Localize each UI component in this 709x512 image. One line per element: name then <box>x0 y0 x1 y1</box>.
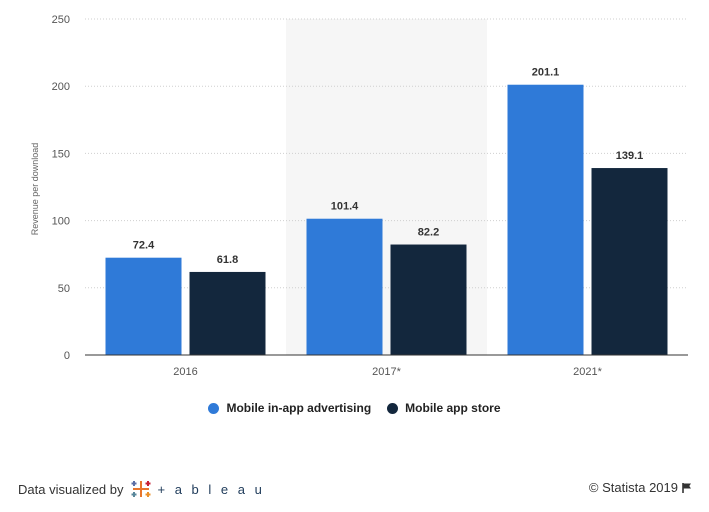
legend-label-in-app-advertising: Mobile in-app advertising <box>226 401 372 415</box>
tableau-logo-icon[interactable] <box>130 478 152 500</box>
legend-item-in-app-advertising[interactable]: Mobile in-app advertising <box>208 401 371 415</box>
y-tick-label: 50 <box>58 283 70 295</box>
data-label: 72.4 <box>133 240 155 252</box>
bar <box>306 218 383 355</box>
y-tick-label: 150 <box>52 148 70 160</box>
y-axis-title: Revenue per download <box>30 143 40 236</box>
flag-icon[interactable] <box>681 482 693 494</box>
y-tick-label: 100 <box>52 216 70 228</box>
data-label: 201.1 <box>532 67 560 79</box>
credit-label: Data visualized by <box>18 481 124 497</box>
legend-swatch-in-app-advertising <box>208 402 220 414</box>
statista-copyright[interactable]: © Statista 2019 <box>589 480 693 495</box>
x-tick-label: 2021* <box>573 366 602 378</box>
x-tick-label: 2017* <box>372 366 401 378</box>
bar <box>507 84 584 355</box>
legend-label-app-store: Mobile app store <box>405 401 501 415</box>
bar <box>390 244 467 355</box>
legend-swatch-app-store <box>387 402 399 414</box>
x-tick-label: 2016 <box>173 366 197 378</box>
chart-legend: Mobile in-app advertising Mobile app sto… <box>0 401 709 415</box>
legend-item-app-store[interactable]: Mobile app store <box>387 401 501 415</box>
data-label: 139.1 <box>616 150 644 162</box>
bar <box>591 168 668 355</box>
y-tick-label: 250 <box>52 14 70 26</box>
bar <box>189 271 266 355</box>
tableau-wordmark[interactable]: + a b l e a u <box>157 481 265 497</box>
copyright-text: © Statista 2019 <box>588 480 678 495</box>
data-visualized-credit: Data visualized by + a b l e a u <box>18 478 265 500</box>
bar-chart: 0 50 100 150 200 250 Revenue per download 72.4 6… <box>30 14 688 378</box>
y-tick-label: 0 <box>64 350 70 362</box>
bar <box>105 257 182 355</box>
y-tick-label: 200 <box>52 81 70 93</box>
data-label: 82.2 <box>418 227 439 239</box>
data-label: 101.4 <box>331 201 359 213</box>
data-label: 61.8 <box>217 254 238 266</box>
